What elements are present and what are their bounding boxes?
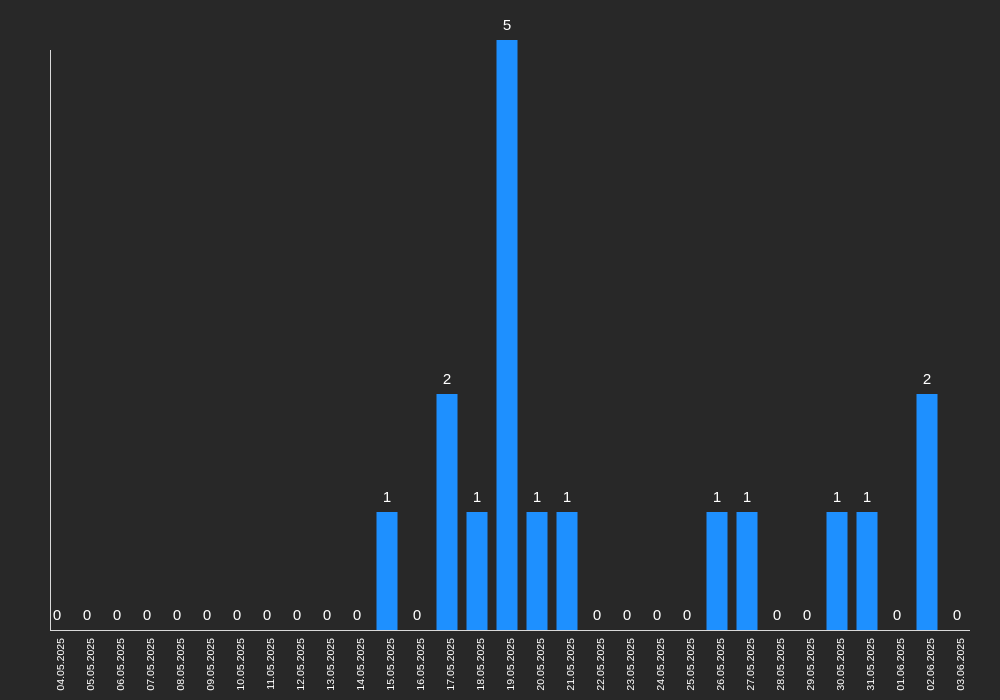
x-tick-label-28.05.2025: 28.05.2025: [775, 638, 787, 691]
value-label-06.05.2025: 0: [113, 607, 121, 624]
value-label-05.05.2025: 0: [83, 607, 91, 624]
x-tick-label-17.05.2025: 17.05.2025: [445, 638, 457, 691]
bar-21.05.2025: [556, 512, 578, 630]
bar-27.05.2025: [736, 512, 758, 630]
x-tick-label-07.05.2025: 07.05.2025: [145, 638, 157, 691]
bar-17.05.2025: [436, 394, 458, 630]
x-tick-label-16.05.2025: 16.05.2025: [415, 638, 427, 691]
value-label-20.05.2025: 1: [533, 489, 541, 506]
value-label-16.05.2025: 0: [413, 607, 421, 624]
value-label-12.05.2025: 0: [293, 607, 301, 624]
value-label-15.05.2025: 1: [383, 489, 391, 506]
x-tick-label-12.05.2025: 12.05.2025: [295, 638, 307, 691]
x-tick-label-05.05.2025: 05.05.2025: [85, 638, 97, 691]
value-label-02.06.2025: 2: [923, 371, 931, 388]
value-label-03.06.2025: 0: [953, 607, 961, 624]
x-tick-label-25.05.2025: 25.05.2025: [685, 638, 697, 691]
value-label-18.05.2025: 1: [473, 489, 481, 506]
x-tick-label-01.06.2025: 01.06.2025: [895, 638, 907, 691]
value-label-23.05.2025: 0: [623, 607, 631, 624]
x-tick-label-10.05.2025: 10.05.2025: [235, 638, 247, 691]
x-tick-label-06.05.2025: 06.05.2025: [115, 638, 127, 691]
bar-30.05.2025: [826, 512, 848, 630]
x-tick-label-04.05.2025: 04.05.2025: [55, 638, 67, 691]
bar-20.05.2025: [526, 512, 548, 630]
bar-02.06.2025: [916, 394, 938, 630]
x-tick-label-29.05.2025: 29.05.2025: [805, 638, 817, 691]
x-tick-label-09.05.2025: 09.05.2025: [205, 638, 217, 691]
bar-26.05.2025: [706, 512, 728, 630]
bar-18.05.2025: [466, 512, 488, 630]
x-tick-label-11.05.2025: 11.05.2025: [265, 638, 277, 690]
value-label-22.05.2025: 0: [593, 607, 601, 624]
value-label-04.05.2025: 0: [53, 607, 61, 624]
x-tick-label-23.05.2025: 23.05.2025: [625, 638, 637, 691]
x-tick-label-19.05.2025: 19.05.2025: [505, 638, 517, 691]
x-tick-label-03.06.2025: 03.06.2025: [955, 638, 967, 691]
value-labels-layer: 0 0 0 0 0 0 0 0 0 0 0 1 0 2 1 5 1 1 0 0 0 0 1 1 0 0 1 1 0 2 0: [53, 17, 961, 624]
value-label-21.05.2025: 1: [563, 489, 571, 506]
bar-19.05.2025: [496, 40, 518, 630]
value-label-30.05.2025: 1: [833, 489, 841, 506]
value-label-31.05.2025: 1: [863, 489, 871, 506]
x-tick-label-22.05.2025: 22.05.2025: [595, 638, 607, 691]
x-tick-label-26.05.2025: 26.05.2025: [715, 638, 727, 691]
x-tick-label-15.05.2025: 15.05.2025: [385, 638, 397, 691]
x-tick-label-13.05.2025: 13.05.2025: [325, 638, 337, 691]
value-label-13.05.2025: 0: [323, 607, 331, 624]
value-label-26.05.2025: 1: [713, 489, 721, 506]
value-label-10.05.2025: 0: [233, 607, 241, 624]
value-label-25.05.2025: 0: [683, 607, 691, 624]
value-label-07.05.2025: 0: [143, 607, 151, 624]
value-label-01.06.2025: 0: [893, 607, 901, 624]
x-tick-label-18.05.2025: 18.05.2025: [475, 638, 487, 691]
value-label-08.05.2025: 0: [173, 607, 181, 624]
x-tick-label-14.05.2025: 14.05.2025: [355, 638, 367, 691]
bar-31.05.2025: [856, 512, 878, 630]
x-tick-label-08.05.2025: 08.05.2025: [175, 638, 187, 691]
x-tick-label-30.05.2025: 30.05.2025: [835, 638, 847, 691]
value-label-09.05.2025: 0: [203, 607, 211, 624]
value-label-29.05.2025: 0: [803, 607, 811, 624]
x-tick-label-24.05.2025: 24.05.2025: [655, 638, 667, 691]
bars-layer: [376, 40, 938, 630]
x-tick-label-02.06.2025: 02.06.2025: [925, 638, 937, 691]
value-label-19.05.2025: 5: [503, 17, 511, 34]
value-label-28.05.2025: 0: [773, 607, 781, 624]
x-tick-label-20.05.2025: 20.05.2025: [535, 638, 547, 691]
value-label-27.05.2025: 1: [743, 489, 751, 506]
x-tick-label-21.05.2025: 21.05.2025: [565, 638, 577, 691]
value-label-24.05.2025: 0: [653, 607, 661, 624]
value-label-11.05.2025: 0: [263, 607, 271, 624]
value-label-14.05.2025: 0: [353, 607, 361, 624]
x-tick-label-27.05.2025: 27.05.2025: [745, 638, 757, 691]
bar-15.05.2025: [376, 512, 398, 630]
x-tick-labels-layer: 04.05.2025 05.05.2025 06.05.2025 07.05.2025…: [55, 638, 967, 691]
value-label-17.05.2025: 2: [443, 371, 451, 388]
x-tick-label-31.05.2025: 31.05.2025: [865, 638, 877, 691]
